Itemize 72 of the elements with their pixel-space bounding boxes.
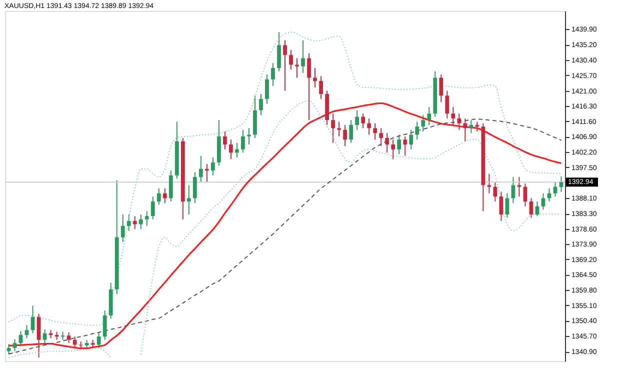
candlestick (36, 313, 41, 358)
candlestick (343, 124, 348, 147)
candlestick (138, 214, 143, 230)
candlestick (385, 132, 390, 154)
candlestick (283, 40, 287, 92)
candlestick (319, 76, 323, 100)
candlestick (373, 122, 378, 140)
candlestick (559, 176, 564, 193)
candlestick (361, 113, 366, 129)
candlestick (247, 128, 251, 145)
candlestick (421, 114, 426, 132)
candlestick (168, 170, 173, 202)
candlestick (30, 305, 35, 334)
candlestick (367, 118, 372, 136)
candlestick (409, 129, 414, 150)
candlestick (457, 113, 462, 130)
candlestick (349, 120, 354, 144)
candlestick (66, 332, 71, 344)
candlestick (337, 121, 341, 137)
candlestick (451, 106, 456, 126)
candlestick (156, 188, 161, 206)
candlestick (241, 129, 245, 154)
candlestick (72, 336, 77, 348)
candlestick (493, 181, 498, 202)
candlestick (210, 157, 215, 176)
candlestick (331, 113, 335, 144)
candlestick (120, 214, 125, 243)
candlestick (427, 106, 432, 126)
candlestick (529, 198, 534, 218)
candlestick (162, 188, 167, 204)
candlestick (144, 210, 149, 226)
candlestick (505, 192, 510, 218)
candlestick (391, 139, 396, 160)
candlestick (289, 50, 293, 70)
candlestick (517, 176, 522, 198)
candlestick (12, 338, 17, 352)
candlestick (313, 67, 317, 88)
candlestick (439, 74, 444, 103)
candlestick (307, 52, 311, 121)
candlestick (204, 164, 209, 182)
candlestick (295, 58, 299, 78)
candlestick (96, 332, 101, 348)
candlestick (126, 214, 131, 232)
candlestick (469, 120, 474, 134)
candlestick (150, 196, 155, 220)
candlestick (487, 173, 492, 194)
candlestick (445, 90, 450, 119)
candlestick (499, 191, 504, 222)
candlestick (463, 118, 468, 142)
candlestick (541, 192, 546, 210)
candlestick (301, 40, 305, 74)
candlestick (259, 94, 263, 116)
candlestick (355, 110, 360, 130)
candlestick (102, 310, 107, 340)
candlestick (222, 130, 227, 150)
candlestick (511, 176, 516, 204)
candlestick (235, 142, 239, 158)
candlestick (229, 139, 233, 160)
candlestick (271, 62, 275, 86)
candlestick (132, 216, 137, 230)
candlestick (192, 172, 197, 204)
candlestick (415, 121, 420, 140)
candlestick (186, 184, 191, 215)
candlestick (397, 134, 402, 155)
candlestick (379, 128, 384, 147)
candlestick (198, 155, 203, 182)
candlestick (277, 32, 281, 72)
candlestick (403, 136, 408, 156)
candlestick (475, 121, 480, 132)
candlestick (60, 331, 65, 340)
candlestick (24, 324, 29, 339)
candlestick (265, 74, 269, 104)
